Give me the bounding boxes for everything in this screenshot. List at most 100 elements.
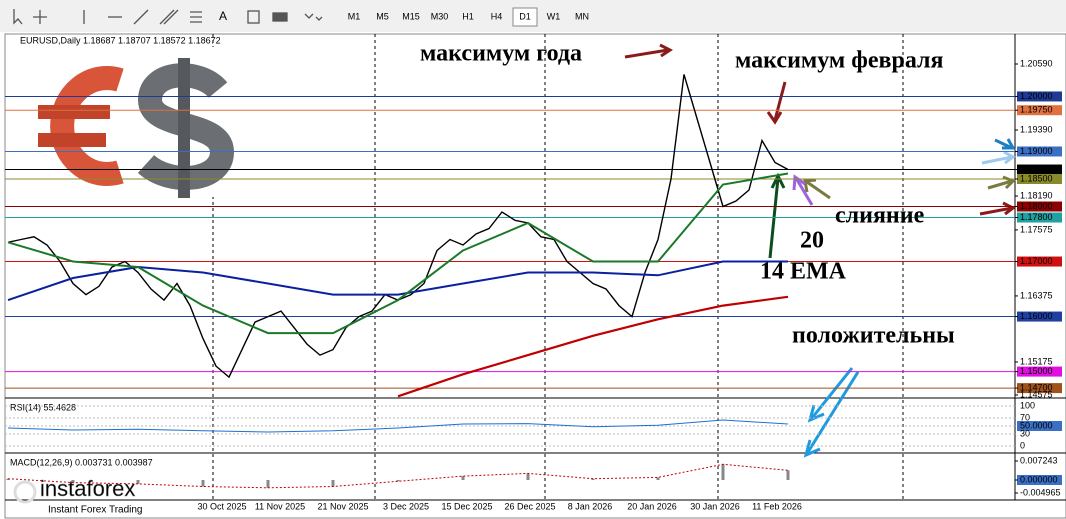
- price-label: 1.16375: [1020, 290, 1053, 300]
- price-label-box: [1017, 383, 1062, 394]
- macd-tick-label: 0.000000: [1020, 474, 1058, 484]
- price-label: 1.19390: [1020, 124, 1053, 134]
- rsi-header: RSI(14) 55.4628: [10, 402, 76, 412]
- brand-tagline: Instant Forex Trading: [48, 505, 143, 516]
- currency-logo: [12, 47, 257, 198]
- price-label: 1.15000: [1020, 366, 1053, 376]
- date-label: 30 Jan 2026: [690, 501, 740, 511]
- macd-header: MACD(12,26,9) 0.003731 0.003987: [10, 457, 153, 467]
- arrow-tool[interactable]: [304, 13, 323, 21]
- price-label: 1.16000: [1020, 311, 1053, 321]
- timeframe-label: H4: [491, 11, 503, 21]
- price-label: 1.14700: [1020, 382, 1053, 392]
- macd-bar: [331, 479, 335, 487]
- rsi-tick-label: 30: [1020, 428, 1030, 438]
- price-label: 1.20590: [1020, 58, 1053, 68]
- macd-bar: [786, 470, 790, 480]
- price-label: 1.17575: [1020, 224, 1053, 234]
- date-label: 11 Feb 2026: [752, 501, 802, 511]
- price-label-box: [1017, 105, 1062, 116]
- price-label: 1.14575: [1020, 389, 1053, 399]
- price-label: 1.20000: [1020, 91, 1053, 101]
- macd-tick-label: 0.007243: [1020, 455, 1058, 465]
- ma200-line: [397, 295, 789, 398]
- price-label-box: [1017, 91, 1062, 102]
- price-label: 1.19000: [1020, 146, 1053, 156]
- price-label-box: [1017, 146, 1062, 157]
- rsi-tick-label: 100: [1020, 400, 1035, 410]
- timeframe-label: M1: [348, 11, 361, 21]
- timeframe-label: M30: [431, 11, 449, 21]
- rsi-tick-label: 70: [1020, 412, 1030, 422]
- timeframe-label: M5: [376, 11, 389, 21]
- cursor-tool[interactable]: [13, 9, 23, 25]
- price-label-box: [1017, 201, 1062, 212]
- brand-name: instaforex: [40, 476, 135, 501]
- price-label-box: [1017, 311, 1062, 322]
- annotation: 14 EMA: [760, 259, 847, 285]
- rsi-line: [7, 419, 789, 433]
- price-label: 1.17000: [1020, 256, 1053, 266]
- annotation: максимум февраля: [735, 48, 944, 74]
- ema14-line: [7, 172, 789, 335]
- macd-bar: [591, 478, 595, 480]
- annotation: максимум года: [420, 41, 582, 67]
- macd-bar: [136, 479, 140, 484]
- date-label: 21 Nov 2025: [317, 501, 368, 511]
- date-label: 3 Dec 2025: [383, 501, 429, 511]
- price-label-box: [1017, 164, 1062, 175]
- rsi-tick-label: 0: [1020, 440, 1025, 450]
- shape-tool[interactable]: [272, 12, 288, 22]
- macd-bar: [71, 479, 75, 483]
- macd-bar: [201, 479, 205, 487]
- brand: instaforex Instant Forex Trading: [13, 476, 143, 516]
- crosshair-tool[interactable]: [33, 10, 47, 24]
- channel-tool[interactable]: [159, 9, 179, 25]
- macd-bar: [721, 464, 725, 480]
- annotation: положительны: [792, 323, 955, 349]
- chart-window: [4, 33, 1066, 519]
- chart-header: EURUSD,Daily 1.18687 1.18707 1.18572 1.1…: [20, 35, 221, 45]
- timeframe-label: W1: [547, 11, 561, 21]
- macd-bar: [6, 478, 10, 480]
- rsi-label-box: [1017, 421, 1062, 431]
- trend-tool[interactable]: [133, 9, 149, 25]
- timeframe-label: MN: [575, 11, 589, 21]
- label-tool[interactable]: [247, 10, 260, 24]
- price-label: 1.18190: [1020, 190, 1053, 200]
- macd-bar: [656, 477, 660, 480]
- price-label: 1.19750: [1020, 105, 1053, 115]
- fibo-tool[interactable]: [190, 11, 202, 23]
- annotation: слияние: [835, 203, 925, 229]
- date-label: 11 Nov 2025: [255, 501, 305, 511]
- text-tool-icon[interactable]: A: [219, 9, 227, 23]
- price-label-box: [1017, 173, 1062, 184]
- timeframe-label: M15: [402, 11, 420, 21]
- price-label: 1.18672: [1020, 164, 1053, 174]
- macd-bar: [396, 479, 400, 482]
- timeframe-label: H1: [462, 11, 474, 21]
- timeframe-button[interactable]: [512, 7, 538, 27]
- price-label-box: [1017, 366, 1062, 377]
- price-label-box: [1017, 256, 1062, 267]
- macd-label-box: [1017, 474, 1062, 485]
- macd-bar: [461, 476, 465, 480]
- annotation-arrows: [624, 43, 1016, 458]
- date-label: 20 Jan 2026: [627, 501, 677, 511]
- price-label: 1.15175: [1020, 356, 1053, 366]
- price-label: 1.18000: [1020, 201, 1053, 211]
- tool-icons: [13, 9, 323, 25]
- macd-bar: [266, 479, 270, 488]
- date-label: 30 Oct 2025: [197, 501, 246, 511]
- price-label: 1.17800: [1020, 212, 1053, 222]
- rsi-tick-label: 50.0000: [1020, 420, 1053, 430]
- macd-tick-label: -0.004965: [1020, 487, 1061, 497]
- price-label-box: [1017, 212, 1062, 223]
- date-label: 15 Dec 2025: [441, 501, 492, 511]
- date-label: 8 Jan 2026: [568, 501, 613, 511]
- price-label: 1.18500: [1020, 173, 1053, 183]
- date-label: 26 Dec 2025: [504, 501, 555, 511]
- annotation: 20: [800, 228, 824, 254]
